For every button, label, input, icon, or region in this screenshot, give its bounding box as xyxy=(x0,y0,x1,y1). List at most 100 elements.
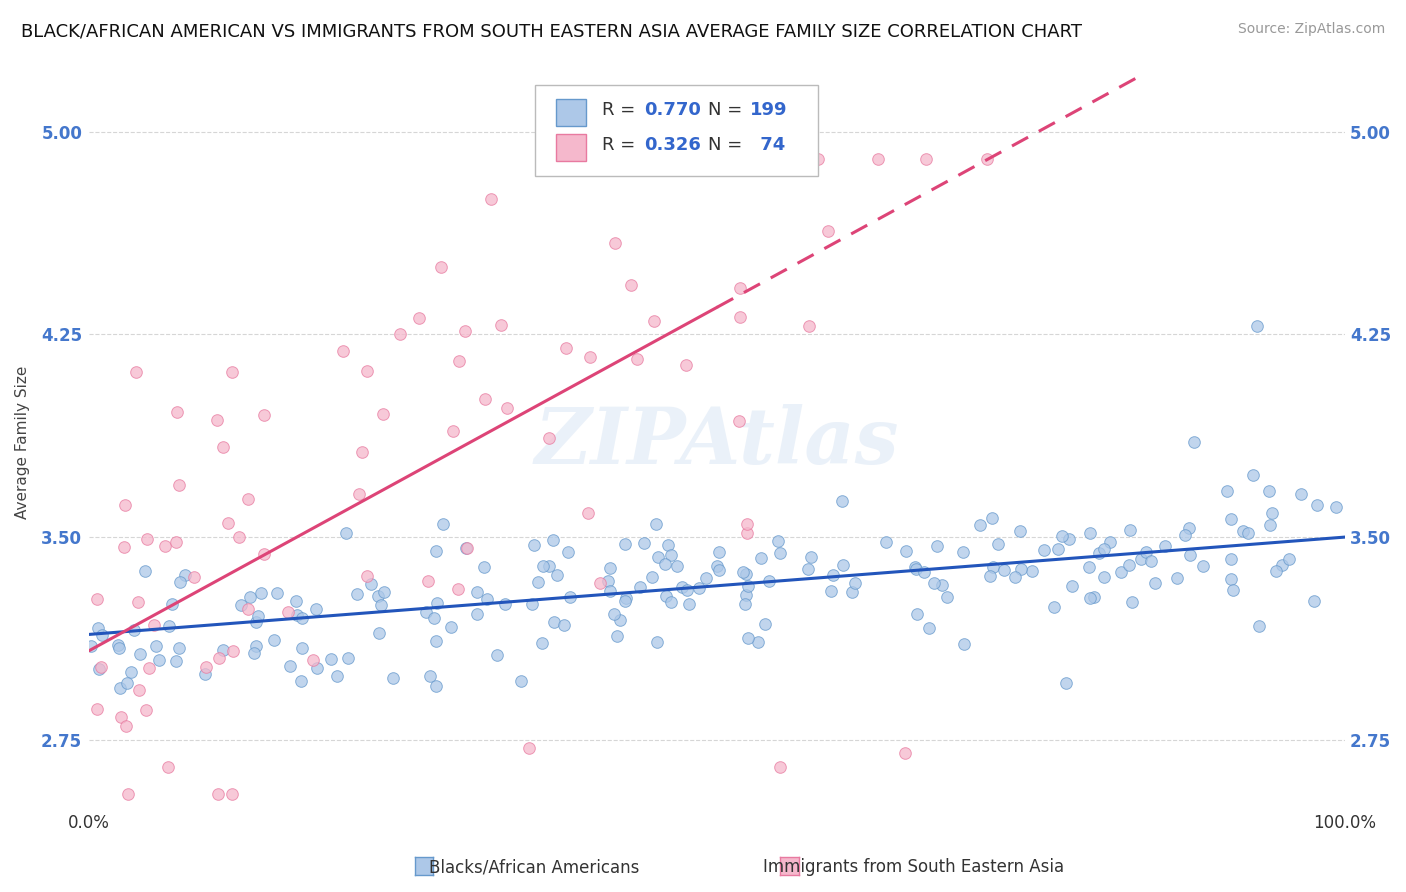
Point xyxy=(408,311,430,326)
Point xyxy=(110,710,132,724)
Point xyxy=(1174,528,1197,542)
Point xyxy=(596,574,619,588)
Point xyxy=(1324,500,1347,514)
Point xyxy=(117,787,139,801)
Point xyxy=(426,596,449,610)
Point xyxy=(356,569,378,583)
Point xyxy=(1178,521,1201,535)
Point xyxy=(523,537,546,551)
Point xyxy=(1182,435,1205,450)
Point xyxy=(728,414,751,428)
Point xyxy=(441,424,464,438)
Point xyxy=(425,544,447,558)
Point xyxy=(419,669,441,683)
Point xyxy=(931,578,953,592)
Point xyxy=(422,611,444,625)
Point xyxy=(1278,551,1301,566)
Point xyxy=(285,594,308,608)
Point xyxy=(305,661,328,675)
Point xyxy=(239,591,262,605)
Text: Blacks/African Americans: Blacks/African Americans xyxy=(429,858,640,876)
Point xyxy=(844,575,866,590)
Point xyxy=(1247,619,1270,633)
Point xyxy=(1130,552,1153,566)
Point xyxy=(1056,675,1078,690)
Text: 0.770: 0.770 xyxy=(644,102,702,120)
Point xyxy=(127,595,149,609)
Point xyxy=(1289,486,1312,500)
Point xyxy=(747,634,769,648)
Point xyxy=(1265,564,1288,578)
FancyBboxPatch shape xyxy=(557,134,586,161)
Point xyxy=(735,517,758,532)
Point xyxy=(165,654,187,668)
Point xyxy=(165,535,187,549)
Point xyxy=(659,595,682,609)
Point xyxy=(832,558,855,572)
Point xyxy=(993,563,1015,577)
Point xyxy=(489,318,512,332)
Point xyxy=(1043,600,1066,615)
Point xyxy=(90,660,112,674)
Point xyxy=(749,551,772,566)
Point xyxy=(654,558,676,572)
Point xyxy=(253,409,276,423)
Point xyxy=(658,152,681,166)
Point xyxy=(447,353,470,368)
Point xyxy=(1143,576,1166,591)
Point xyxy=(1078,525,1101,540)
Point xyxy=(643,314,665,328)
Point xyxy=(217,516,239,530)
Point xyxy=(432,517,454,532)
Point xyxy=(1306,498,1329,512)
Point xyxy=(841,585,863,599)
Point xyxy=(976,152,998,166)
Point xyxy=(509,673,531,688)
Point xyxy=(1257,483,1279,498)
Point xyxy=(628,580,651,594)
Point xyxy=(1236,525,1258,540)
Point xyxy=(797,318,820,333)
Text: BLACK/AFRICAN AMERICAN VS IMMIGRANTS FROM SOUTH EASTERN ASIA AVERAGE FAMILY SIZE: BLACK/AFRICAN AMERICAN VS IMMIGRANTS FRO… xyxy=(21,22,1083,40)
Point xyxy=(935,591,957,605)
Point xyxy=(465,585,488,599)
Point xyxy=(1241,468,1264,483)
Point xyxy=(987,537,1010,551)
Point xyxy=(675,583,697,598)
Point xyxy=(558,591,581,605)
Point xyxy=(613,537,636,551)
Point xyxy=(1092,542,1115,557)
Point xyxy=(766,533,789,548)
Point xyxy=(599,561,621,575)
Point xyxy=(157,618,180,632)
Point xyxy=(1261,507,1284,521)
Point xyxy=(496,401,519,415)
Point xyxy=(174,568,197,582)
Point xyxy=(266,585,288,599)
Point xyxy=(425,679,447,693)
Point xyxy=(456,541,478,556)
Point xyxy=(620,278,643,293)
Point xyxy=(121,665,143,679)
Point xyxy=(800,549,823,564)
Point xyxy=(912,565,935,579)
Point xyxy=(415,605,437,619)
Point xyxy=(371,407,394,421)
Point xyxy=(440,620,463,634)
Point xyxy=(347,487,370,501)
Point xyxy=(695,571,717,585)
Point xyxy=(1219,512,1241,526)
Point xyxy=(614,594,637,608)
Point xyxy=(290,674,312,689)
Point xyxy=(678,598,700,612)
Point xyxy=(1220,572,1243,586)
Point xyxy=(1057,532,1080,546)
Point xyxy=(1166,571,1188,585)
Point xyxy=(236,491,259,506)
Point xyxy=(128,682,150,697)
Point xyxy=(430,260,453,274)
Point xyxy=(263,632,285,647)
Text: R =: R = xyxy=(602,102,641,120)
Point xyxy=(1046,541,1069,556)
Text: 0.326: 0.326 xyxy=(644,136,702,154)
